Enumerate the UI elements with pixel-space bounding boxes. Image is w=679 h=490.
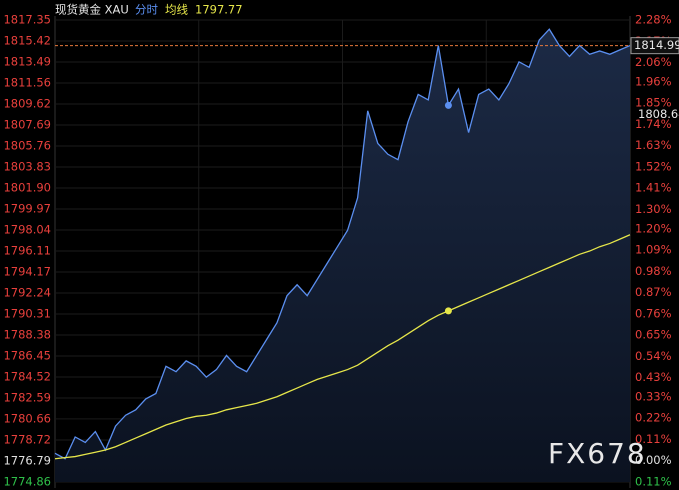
y2-tick-label: 1.09% <box>635 243 672 257</box>
y2-tick-label: 0.76% <box>635 306 672 320</box>
price-area <box>55 29 630 482</box>
crosshair-dot <box>444 101 452 109</box>
y2-tick-label: 0.87% <box>635 285 672 299</box>
y-tick-label: 1774.86 <box>3 475 51 489</box>
y-tick-label: 1809.62 <box>3 97 51 111</box>
y-tick-label: 1807.69 <box>3 118 51 132</box>
y2-tick-label: 0.11% <box>635 475 672 489</box>
y2-tick-label: 0.43% <box>635 370 672 384</box>
y2-tick-label: 2.28% <box>635 13 672 27</box>
y2-tick-label: 0.54% <box>635 349 672 363</box>
y-tick-label: 1798.04 <box>3 222 51 236</box>
y2-tick-label: 1.41% <box>635 181 672 195</box>
legend-value: 1797.77 <box>195 3 243 17</box>
y2-tick-label: 0.11% <box>635 432 672 446</box>
y-tick-label: 1778.72 <box>3 433 51 447</box>
y2-tick-label: 1.52% <box>635 159 672 173</box>
watermark: FX678 <box>548 437 647 470</box>
y-tick-label: 1817.35 <box>3 13 51 27</box>
y2-tick-label: 1.74% <box>635 117 672 131</box>
y-tick-label: 1796.11 <box>3 243 51 257</box>
y-tick-label: 1792.24 <box>3 286 51 300</box>
crosshair-dot <box>444 307 452 315</box>
y-tick-label: 1780.66 <box>3 411 51 425</box>
y2-tick-label: 0.65% <box>635 328 672 342</box>
y-tick-label: 1790.31 <box>3 307 51 321</box>
price-line <box>54 28 631 460</box>
y-tick-label: 1813.49 <box>3 54 51 68</box>
current-price-box <box>630 37 679 55</box>
y-tick-label: 1794.17 <box>3 265 51 279</box>
y-tick-label: 1786.45 <box>3 348 51 362</box>
legend-entry: 均线 <box>165 3 188 17</box>
y-tick-label: 1811.56 <box>3 75 51 89</box>
y-tick-label: 1815.42 <box>3 33 51 47</box>
y2-tick-label: 0.33% <box>635 389 672 403</box>
y2-tick-label: 1.96% <box>635 74 672 88</box>
y2-tick-label: 0.22% <box>635 411 672 425</box>
y2-tick-label: 2.06% <box>635 55 672 69</box>
y2-tick-label: 1.20% <box>635 221 672 235</box>
chart-title: 现货黄金 XAU <box>55 3 129 17</box>
y-tick-label: 1799.97 <box>3 201 51 215</box>
legend-entry: 分时 <box>135 3 158 17</box>
y2-tick-label: 1.30% <box>635 202 672 216</box>
y2-tick-label: 0.98% <box>635 264 672 278</box>
y-tick-label: 1801.90 <box>3 180 51 194</box>
y2-tick-label: 0.00% <box>635 453 672 467</box>
y-tick-label: 1803.83 <box>3 160 51 174</box>
marker-price-label: 1808.64 <box>638 107 679 121</box>
y-tick-label: 1782.59 <box>3 390 51 404</box>
current-price-label: 1814.99 <box>634 38 679 52</box>
y-tick-label: 1788.38 <box>3 327 51 341</box>
y2-tick-label: 1.85% <box>635 96 672 110</box>
y-tick-label: 1784.52 <box>3 369 51 383</box>
average-line <box>54 234 631 460</box>
y-tick-label: 1776.79 <box>3 454 51 468</box>
y-tick-label: 1805.76 <box>3 139 51 153</box>
y2-tick-label: 1.63% <box>635 138 672 152</box>
